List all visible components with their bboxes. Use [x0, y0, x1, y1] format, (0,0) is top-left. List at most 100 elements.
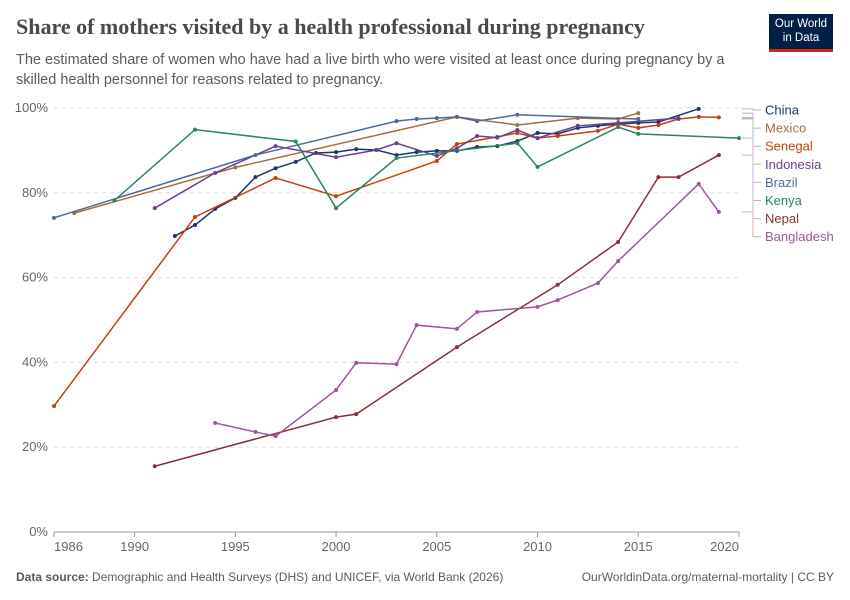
- data-point-kenya: [616, 125, 621, 130]
- y-tick-label: 0%: [29, 524, 48, 539]
- legend-label-indonesia: Indonesia: [765, 157, 822, 172]
- y-tick-label: 20%: [22, 439, 48, 454]
- data-point-china: [193, 223, 198, 228]
- data-point-nepal: [152, 464, 157, 469]
- data-point-bangladesh: [555, 298, 560, 303]
- data-point-china: [273, 166, 278, 171]
- x-tick-label: 1995: [221, 539, 250, 554]
- series-line-nepal: [154, 154, 720, 468]
- data-point-senegal: [555, 133, 560, 138]
- data-point-senegal: [595, 128, 600, 133]
- y-tick-label: 80%: [22, 185, 48, 200]
- series-line-kenya: [113, 126, 740, 210]
- data-point-bangladesh: [616, 259, 621, 264]
- data-point-kenya: [535, 164, 540, 169]
- legend-label-mexico: Mexico: [765, 121, 806, 136]
- y-tick-label: 100%: [15, 100, 49, 115]
- data-point-indonesia: [434, 153, 439, 158]
- legend-connector: [742, 154, 761, 220]
- chart-title: Share of mothers visited by a health pro…: [16, 14, 645, 39]
- data-point-china: [414, 150, 419, 155]
- data-point-indonesia: [515, 128, 520, 133]
- data-point-kenya: [515, 141, 520, 146]
- data-point-brazil: [515, 112, 520, 117]
- x-tick-label: 1990: [120, 539, 149, 554]
- data-point-senegal: [454, 142, 459, 147]
- series-line-mexico: [73, 112, 639, 214]
- data-point-indonesia: [394, 141, 399, 146]
- data-point-kenya: [112, 198, 117, 203]
- owid-logo[interactable]: Our World in Data: [769, 14, 833, 52]
- data-point-nepal: [334, 415, 339, 420]
- series-line-bangladesh: [215, 182, 720, 437]
- data-point-bangladesh: [535, 304, 540, 309]
- data-point-nepal: [656, 175, 661, 180]
- legend-label-china: China: [765, 103, 800, 118]
- data-point-senegal: [334, 194, 339, 199]
- data-point-nepal: [555, 282, 560, 287]
- data-point-bangladesh: [454, 326, 459, 331]
- y-tick-label: 40%: [22, 354, 48, 369]
- data-point-kenya: [193, 127, 198, 132]
- data-point-bangladesh: [696, 181, 701, 186]
- data-point-brazil: [394, 119, 399, 124]
- data-point-indonesia: [676, 116, 681, 121]
- data-point-indonesia: [535, 136, 540, 141]
- legend-connector: [742, 108, 761, 111]
- data-point-kenya: [334, 206, 339, 211]
- data-point-senegal: [696, 114, 701, 119]
- data-point-china: [172, 234, 177, 239]
- data-point-senegal: [636, 125, 641, 130]
- source-url[interactable]: OurWorldinData.org/maternal-mortality | …: [581, 570, 834, 584]
- data-point-nepal: [454, 345, 459, 350]
- data-point-brazil: [454, 114, 459, 119]
- data-point-bangladesh: [475, 309, 480, 314]
- x-tick-label: 1986: [54, 539, 83, 554]
- data-point-nepal: [354, 412, 359, 417]
- data-point-china: [394, 153, 399, 158]
- data-point-senegal: [52, 404, 56, 409]
- data-point-indonesia: [152, 206, 157, 211]
- series-line-china: [174, 108, 699, 237]
- y-tick-label: 60%: [22, 270, 48, 285]
- source-text: Demographic and Health Surveys (DHS) and…: [92, 570, 504, 584]
- data-point-indonesia: [334, 155, 339, 160]
- data-point-indonesia: [495, 135, 500, 140]
- data-point-mexico: [233, 165, 238, 170]
- data-point-indonesia: [213, 170, 218, 175]
- data-point-indonesia: [273, 144, 278, 149]
- legend-connector: [742, 112, 761, 129]
- data-point-indonesia: [454, 146, 459, 151]
- chart-subtitle: The estimated share of women who have ha…: [16, 52, 725, 88]
- data-point-brazil: [52, 215, 56, 220]
- legend-connector: [742, 211, 761, 238]
- data-point-brazil: [636, 117, 641, 122]
- data-point-china: [334, 150, 339, 155]
- source-label: Data source:: [16, 570, 89, 584]
- data-point-china: [696, 106, 701, 111]
- series-line-brazil: [53, 114, 639, 219]
- data-point-bangladesh: [354, 360, 359, 365]
- data-point-kenya: [394, 156, 399, 161]
- data-point-kenya: [636, 131, 641, 136]
- data-point-brazil: [475, 119, 480, 124]
- data-point-bangladesh: [273, 434, 278, 439]
- data-point-china: [293, 159, 298, 164]
- data-point-nepal: [616, 239, 621, 244]
- data-point-china: [535, 131, 540, 136]
- data-point-nepal: [716, 153, 721, 158]
- data-point-bangladesh: [253, 429, 258, 434]
- legend-connector: [742, 137, 761, 201]
- source-block: Data source: Demographic and Health Surv…: [16, 570, 503, 584]
- data-point-bangladesh: [716, 209, 721, 214]
- data-point-mexico: [515, 122, 520, 127]
- data-point-nepal: [676, 175, 681, 180]
- data-point-china: [656, 119, 661, 124]
- legend-connector: [742, 116, 761, 147]
- data-point-senegal: [515, 131, 520, 136]
- data-point-bangladesh: [213, 421, 218, 426]
- data-point-kenya: [293, 139, 298, 144]
- data-point-senegal: [193, 214, 198, 219]
- data-point-kenya: [737, 136, 741, 141]
